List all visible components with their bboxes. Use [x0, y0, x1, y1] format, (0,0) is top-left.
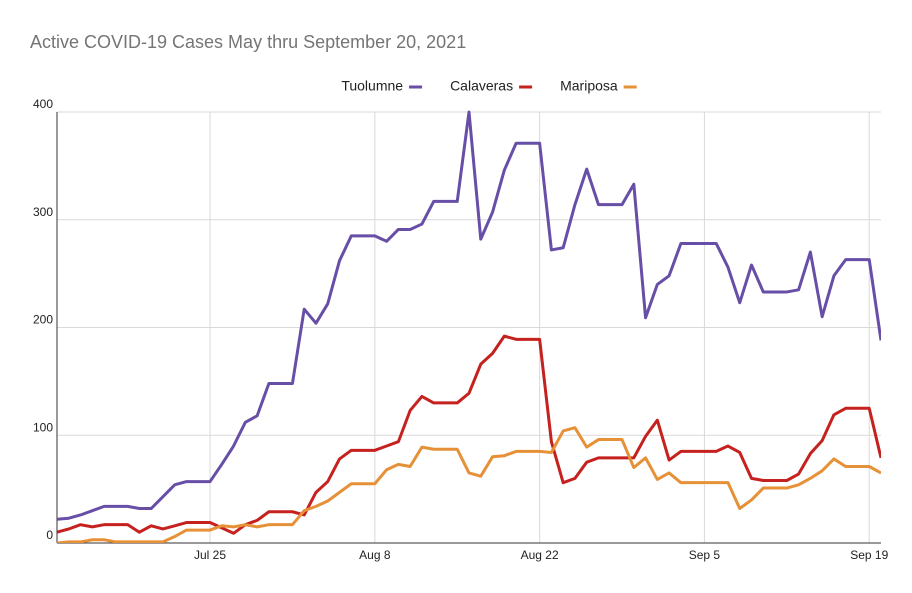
x-tick-label: Sep 5 — [689, 548, 721, 562]
y-tick-label: 100 — [33, 420, 53, 434]
chart-title: Active COVID-19 Cases May thru September… — [30, 32, 466, 52]
legend: Tuolumne Calaveras Mariposa — [341, 78, 637, 94]
y-tick-label: 0 — [46, 528, 53, 542]
y-tick-label: 300 — [33, 205, 53, 219]
series-line — [57, 426, 881, 543]
legend-label: Mariposa — [560, 78, 618, 94]
x-tick-label: Aug 8 — [359, 548, 391, 562]
x-tick-label: Sep 19 — [850, 548, 888, 562]
y-tick-label: 400 — [33, 97, 53, 111]
legend-label: Tuolumne — [341, 78, 403, 94]
series-line — [57, 110, 881, 521]
x-tick-label: Jul 25 — [194, 548, 226, 562]
x-tick-label: Aug 22 — [521, 548, 559, 562]
legend-label: Calaveras — [450, 78, 513, 94]
series-line — [57, 334, 881, 535]
y-tick-label: 200 — [33, 313, 53, 327]
